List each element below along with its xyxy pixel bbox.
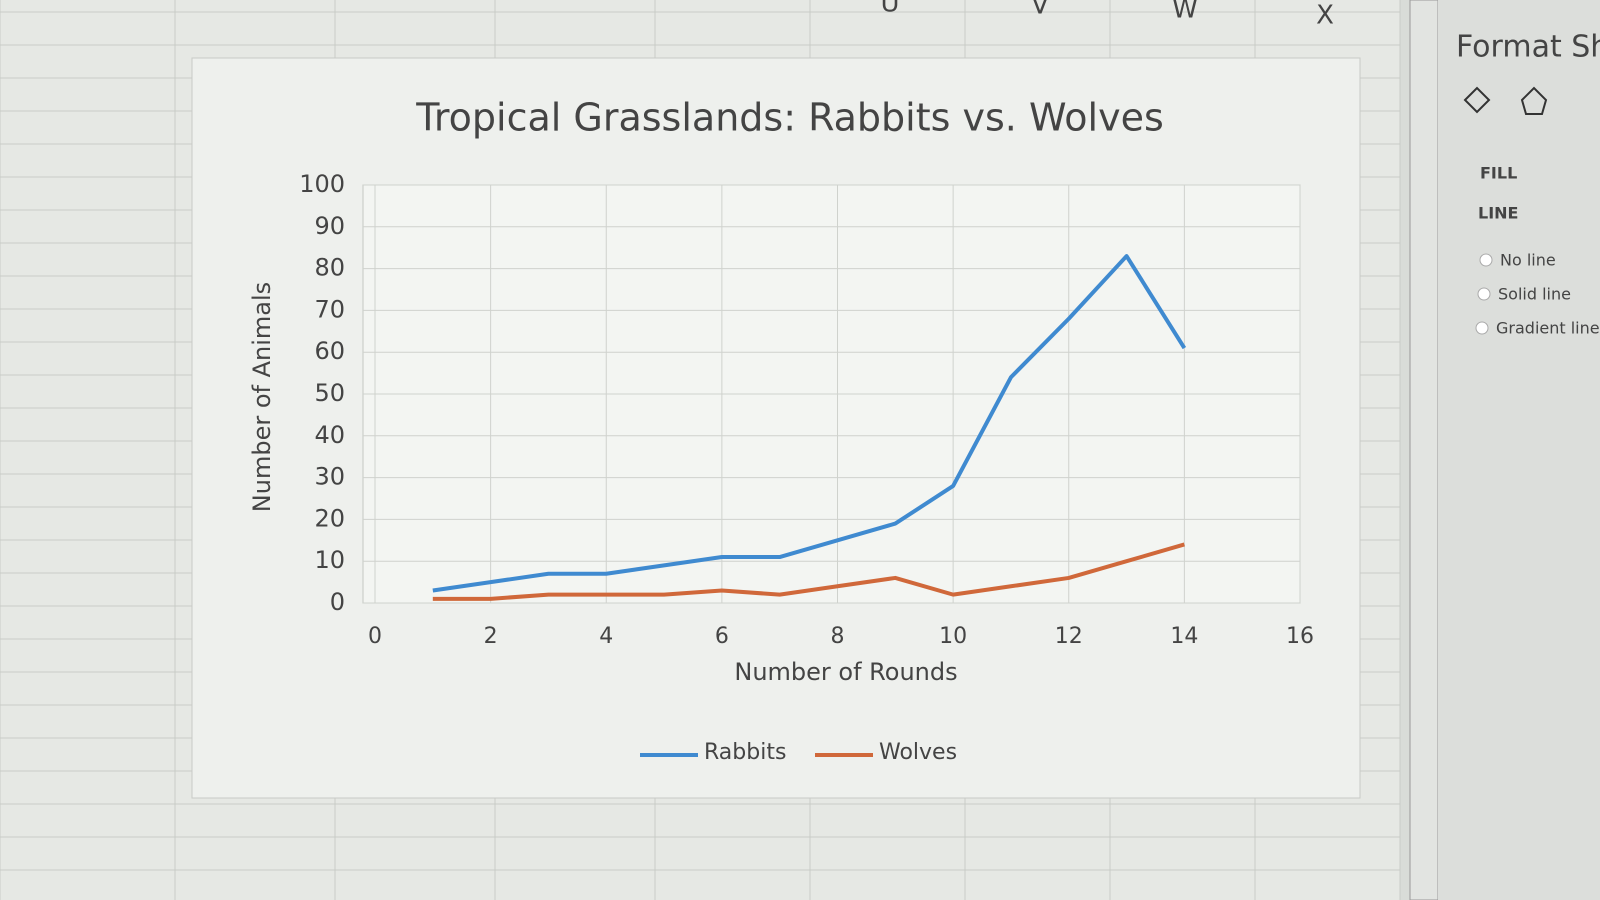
fill-icon[interactable]	[1463, 86, 1491, 114]
column-header[interactable]: X	[1316, 1, 1334, 31]
x-tick-label: 6	[715, 624, 729, 649]
y-tick-label: 60	[314, 337, 345, 365]
x-tick-label: 16	[1286, 624, 1314, 649]
option[interactable]: Gradient line	[1496, 319, 1600, 338]
x-tick-label: 8	[831, 624, 845, 649]
x-tick-label: 14	[1170, 624, 1198, 649]
option[interactable]: No line	[1500, 251, 1556, 270]
y-tick-label: 40	[314, 421, 345, 449]
y-tick-label: 0	[330, 588, 345, 616]
pane-content: Format Shape FILL LINE No line Solid lin…	[1456, 30, 1600, 338]
y-tick-label: 50	[314, 379, 345, 407]
radio[interactable]	[1479, 253, 1493, 267]
section-header[interactable]: LINE	[1478, 204, 1518, 223]
y-tick-label: 100	[299, 170, 345, 198]
x-tick-label: 0	[368, 624, 382, 649]
y-axis-title: Number of Animals	[248, 282, 276, 512]
radio[interactable]	[1477, 287, 1491, 301]
pane-title: Format Shape	[1456, 30, 1600, 65]
x-axis-title: Number of Rounds	[734, 658, 957, 686]
x-tick-label: 12	[1055, 624, 1083, 649]
column-header[interactable]: W	[1172, 0, 1198, 25]
chart-title: Tropical Grasslands: Rabbits vs. Wolves	[415, 96, 1164, 140]
y-tick-label: 70	[314, 295, 345, 323]
y-tick-label: 10	[314, 546, 345, 574]
section-header[interactable]: FILL	[1480, 164, 1517, 183]
option[interactable]: Solid line	[1498, 285, 1571, 304]
y-tick-label: 20	[314, 504, 345, 532]
x-tick-label: 10	[939, 624, 967, 649]
effects-icon[interactable]	[1520, 86, 1548, 115]
format-pane	[1438, 0, 1600, 900]
series-line	[432, 254, 1187, 593]
radio[interactable]	[1475, 321, 1489, 335]
legend-label: Wolves	[879, 740, 957, 765]
chart: Tropical Grasslands: Rabbits vs. Wolves …	[248, 96, 1314, 766]
column-header[interactable]: V	[1031, 0, 1049, 21]
y-tick-label: 90	[314, 212, 345, 240]
y-tick-label: 80	[314, 254, 345, 282]
series-line	[432, 542, 1185, 601]
x-tick-label: 4	[599, 624, 613, 649]
x-tick-label: 2	[484, 624, 498, 649]
column-header[interactable]: U	[880, 0, 899, 19]
y-tick-label: 30	[314, 463, 345, 491]
scrollbar[interactable]	[1409, 0, 1439, 900]
legend-label: Rabbits	[704, 740, 786, 765]
